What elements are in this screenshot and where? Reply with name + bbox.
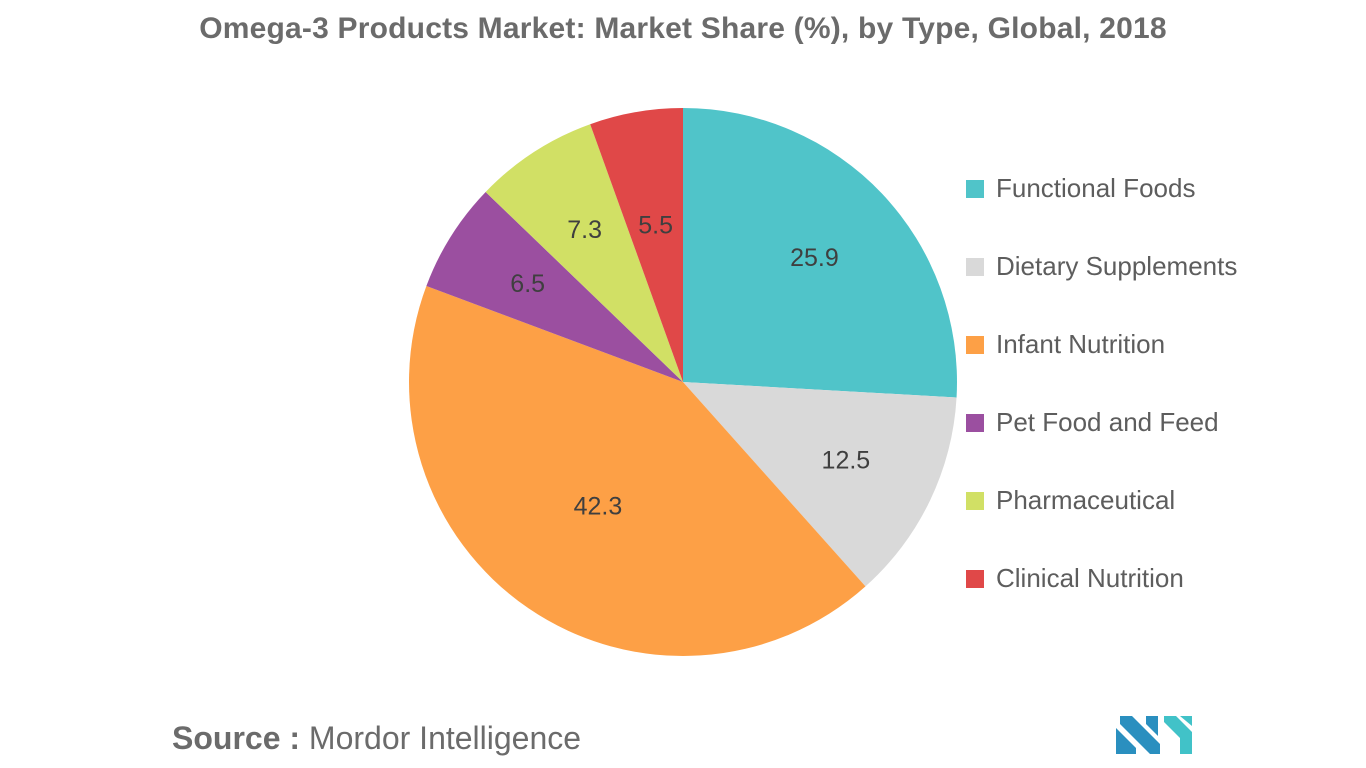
data-label-functional-foods: 25.9 [790, 244, 839, 272]
data-label-infant-nutrition: 42.3 [574, 492, 623, 520]
legend-label: Pet Food and Feed [996, 407, 1219, 437]
legend-item-infant-nutrition: Infant Nutrition [966, 326, 1237, 404]
source-line: Source : Mordor Intelligence [172, 720, 581, 757]
legend-item-clinical-nutrition: Clinical Nutrition [966, 560, 1237, 638]
legend-item-pet-food-and-feed: Pet Food and Feed [966, 404, 1237, 482]
pie-slice-functional-foods [683, 108, 957, 398]
legend-item-functional-foods: Functional Foods [966, 170, 1237, 248]
data-label-dietary-supplements: 12.5 [822, 447, 871, 475]
legend-swatch [966, 258, 984, 276]
pie-slice-clinical-nutrition [590, 108, 683, 382]
pie-slices [409, 108, 957, 656]
legend-swatch [966, 414, 984, 432]
legend-item-pharmaceutical: Pharmaceutical [966, 482, 1237, 560]
legend-swatch [966, 180, 984, 198]
legend: Functional Foods Dietary Supplements Infan… [966, 170, 1237, 638]
pie-slice-dietary-supplements [683, 382, 957, 587]
legend-label: Dietary Supplements [996, 251, 1238, 281]
pie-slice-infant-nutrition [409, 285, 866, 656]
pie-slice-pet-food-and-feed [426, 191, 683, 382]
legend-label: Functional Foods [996, 173, 1196, 203]
data-label-pharmaceutical: 7.3 [567, 216, 602, 244]
data-label-clinical-nutrition: 5.5 [638, 211, 673, 239]
legend-swatch [966, 570, 984, 588]
source-prefix: Source : [172, 720, 301, 756]
legend-item-dietary-supplements: Dietary Supplements [966, 248, 1237, 326]
legend-swatch [966, 492, 984, 510]
chart-title: Omega-3 Products Market: Market Share (%… [199, 12, 1167, 45]
legend-label: Infant Nutrition [996, 329, 1166, 359]
legend-label: Pharmaceutical [996, 485, 1176, 515]
legend-label: Clinical Nutrition [996, 563, 1184, 593]
data-label-pet-food-and-feed: 6.5 [510, 270, 545, 298]
source-name: Mordor Intelligence [308, 720, 582, 756]
legend-swatch [966, 336, 984, 354]
pie-slice-pharmaceutical [485, 124, 683, 382]
pie-data-labels: 25.9 12.5 42.3 6.5 7.3 5.5 [510, 211, 870, 520]
mordor-intelligence-logo-icon [1116, 716, 1192, 754]
